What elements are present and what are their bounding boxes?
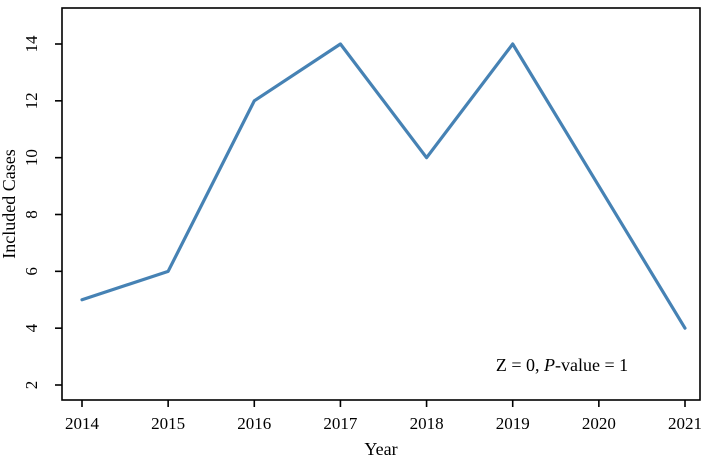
x-tick-label: 2020 (582, 414, 616, 433)
x-tick-label: 2016 (237, 414, 271, 433)
x-tick-label: 2021 (668, 414, 702, 433)
x-tick-label: 2017 (323, 414, 358, 433)
y-axis-title: Included Cases (0, 149, 19, 258)
y-tick-label: 14 (22, 35, 41, 53)
x-tick-label: 2015 (151, 414, 185, 433)
stats-annotation-italic-p: P (543, 355, 555, 375)
stats-annotation-suffix: -value = 1 (555, 355, 628, 375)
x-tick-label: 2019 (496, 414, 530, 433)
y-axis-ticks (55, 43, 62, 386)
plot-border (61, 7, 701, 401)
x-axis-ticks (81, 400, 686, 407)
y-tick-label: 4 (22, 323, 41, 332)
included-cases-line-series (80, 42, 687, 330)
stats-annotation: Z = 0, P-value = 1 (496, 355, 628, 375)
x-axis-tick-labels: 2014 2015 2016 2017 2018 2019 2020 2021 (65, 414, 702, 433)
x-tick-label: 2018 (410, 414, 444, 433)
y-tick-label: 8 (22, 210, 41, 219)
y-axis-tick-labels: 2 4 6 8 10 12 14 (22, 35, 41, 389)
x-axis-title: Year (364, 439, 397, 459)
x-tick-label: 2014 (65, 414, 100, 433)
y-tick-label: 2 (22, 381, 41, 390)
y-tick-label: 10 (22, 149, 41, 166)
y-tick-label: 12 (22, 92, 41, 109)
stats-annotation-prefix: Z = 0, (496, 355, 544, 375)
y-tick-label: 6 (22, 267, 41, 276)
